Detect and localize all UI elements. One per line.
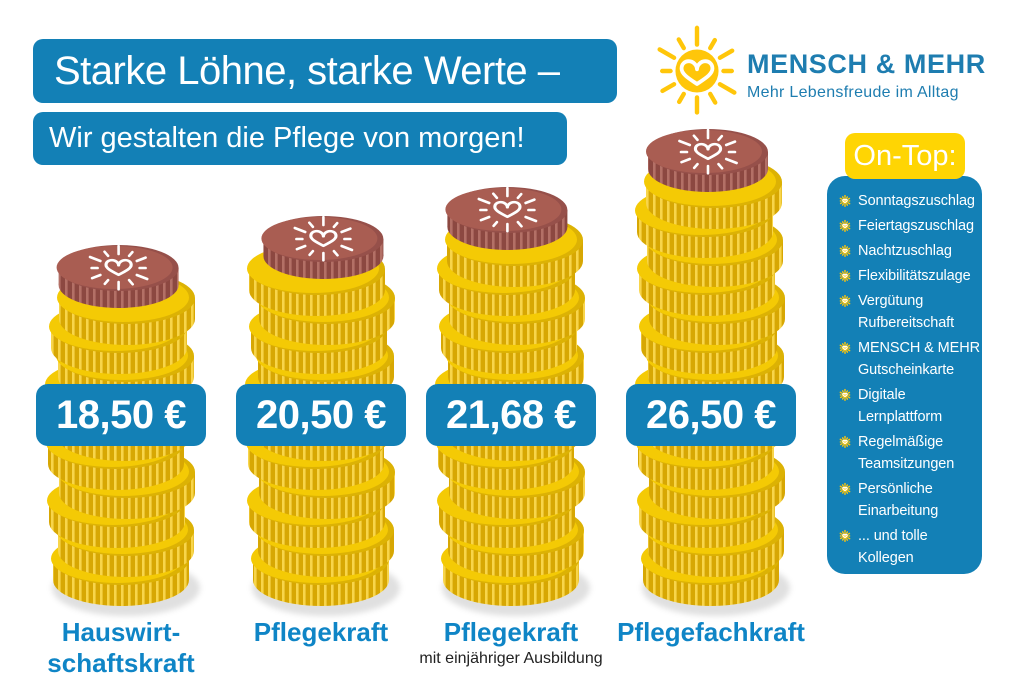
- title-text: Starke Löhne, starke Werte –: [54, 48, 560, 93]
- benefit-item: MENSCH & MEHR Gutscheinkarte: [836, 337, 980, 381]
- wage-value: 20,50 €: [256, 392, 386, 437]
- on-top-label: On-Top:: [853, 139, 957, 172]
- benefit-item-text: Nachtzuschlag: [858, 243, 952, 259]
- sun-heart-bullet-icon: [836, 192, 854, 210]
- sun-heart-bullet-icon: [836, 386, 854, 404]
- sun-heart-bullet-icon: [836, 433, 854, 451]
- sun-heart-bullet-icon: [836, 339, 854, 357]
- wage-value: 18,50 €: [56, 392, 186, 437]
- sun-heart-bullet-icon: [836, 480, 854, 498]
- category-label-line: Pflegekraft: [443, 617, 579, 647]
- category-label-line: Pflegefachkraft: [617, 617, 805, 647]
- benefits-panel: Sonntagszuschlag Feiertagszuschlag Nachtzu…: [827, 176, 982, 574]
- benefit-item-text: Persönliche Einarbeitung: [858, 481, 939, 519]
- benefit-item-text: Regelmäßige Teamsitzungen: [858, 434, 955, 472]
- brand-logo: MENSCH & MEHR Mehr Lebensfreude im Allta…: [648, 22, 986, 120]
- category-label-line: Hauswirt-: [61, 617, 181, 647]
- category-label: Pflegefachkraft: [591, 617, 831, 648]
- wage-badge: 21,68 €: [426, 384, 596, 446]
- benefit-item-text: Vergütung Rufbereitschaft: [858, 293, 955, 331]
- title-banner: Starke Löhne, starke Werte –: [33, 39, 617, 103]
- sun-heart-emblem-icon: [88, 244, 149, 291]
- subtitle-banner: Wir gestalten die Pflege von morgen!: [33, 112, 567, 165]
- benefit-item: Persönliche Einarbeitung: [836, 478, 980, 522]
- benefits-list: Sonntagszuschlag Feiertagszuschlag Nachtzu…: [836, 190, 980, 569]
- benefit-item: Nachtzuschlag: [836, 240, 980, 262]
- brand-logo-text: MENSCH & MEHR Mehr Lebensfreude im Allta…: [747, 22, 986, 120]
- sun-heart-bullet-icon: [836, 242, 854, 260]
- benefit-item-text: Flexibilitätszulage: [858, 268, 971, 284]
- category-note: mit einjähriger Ausbildung: [419, 650, 603, 667]
- benefit-item: Regelmäßige Teamsitzungen: [836, 431, 980, 475]
- benefit-item-text: MENSCH & MEHR Gutscheinkarte: [858, 340, 980, 378]
- on-top-badge: On-Top:: [845, 133, 965, 179]
- wage-badge: 18,50 €: [36, 384, 206, 446]
- benefit-item: Flexibilitätszulage: [836, 265, 980, 287]
- sun-heart-bullet-icon: [836, 527, 854, 545]
- wage-value: 21,68 €: [446, 392, 576, 437]
- wage-value: 26,50 €: [646, 392, 776, 437]
- sun-heart-bullet-icon: [836, 217, 854, 235]
- wage-badge: 20,50 €: [236, 384, 406, 446]
- category-label: Pflegekraft mit einjähriger Ausbildung: [391, 617, 631, 669]
- benefit-item-text: Sonntagszuschlag: [858, 193, 975, 209]
- benefit-item: Sonntagszuschlag: [836, 190, 980, 212]
- sun-heart-bullet-icon: [836, 292, 854, 310]
- category-label: Hauswirt-schaftskraft: [1, 617, 241, 679]
- category-label-line: Pflegekraft: [253, 617, 389, 647]
- benefit-item: Vergütung Rufbereitschaft: [836, 290, 980, 334]
- sun-heart-emblem-icon: [477, 186, 538, 233]
- sun-heart-emblem-icon: [293, 215, 354, 262]
- wage-badge: 26,50 €: [626, 384, 796, 446]
- sun-heart-bullet-icon: [836, 267, 854, 285]
- benefit-item: Digitale Lernplattform: [836, 384, 980, 428]
- benefit-item-text: Feiertagszuschlag: [858, 218, 974, 234]
- benefit-item-text: Digitale Lernplattform: [858, 387, 943, 425]
- subtitle-text: Wir gestalten die Pflege von morgen!: [49, 122, 525, 154]
- sun-heart-emblem-icon: [678, 128, 738, 175]
- sun-heart-logo-icon: [648, 22, 746, 120]
- benefit-item: Feiertagszuschlag: [836, 215, 980, 237]
- benefit-item: ... und tolle Kollegen: [836, 525, 980, 569]
- category-label-line: schaftskraft: [47, 648, 195, 678]
- coin-stack: [635, 128, 790, 616]
- category-label: Pflegekraft: [201, 617, 441, 648]
- brand-tagline: Mehr Lebensfreude im Alltag: [747, 84, 959, 102]
- benefit-item-text: ... und tolle Kollegen: [858, 528, 928, 566]
- brand-name: MENSCH & MEHR: [747, 49, 986, 79]
